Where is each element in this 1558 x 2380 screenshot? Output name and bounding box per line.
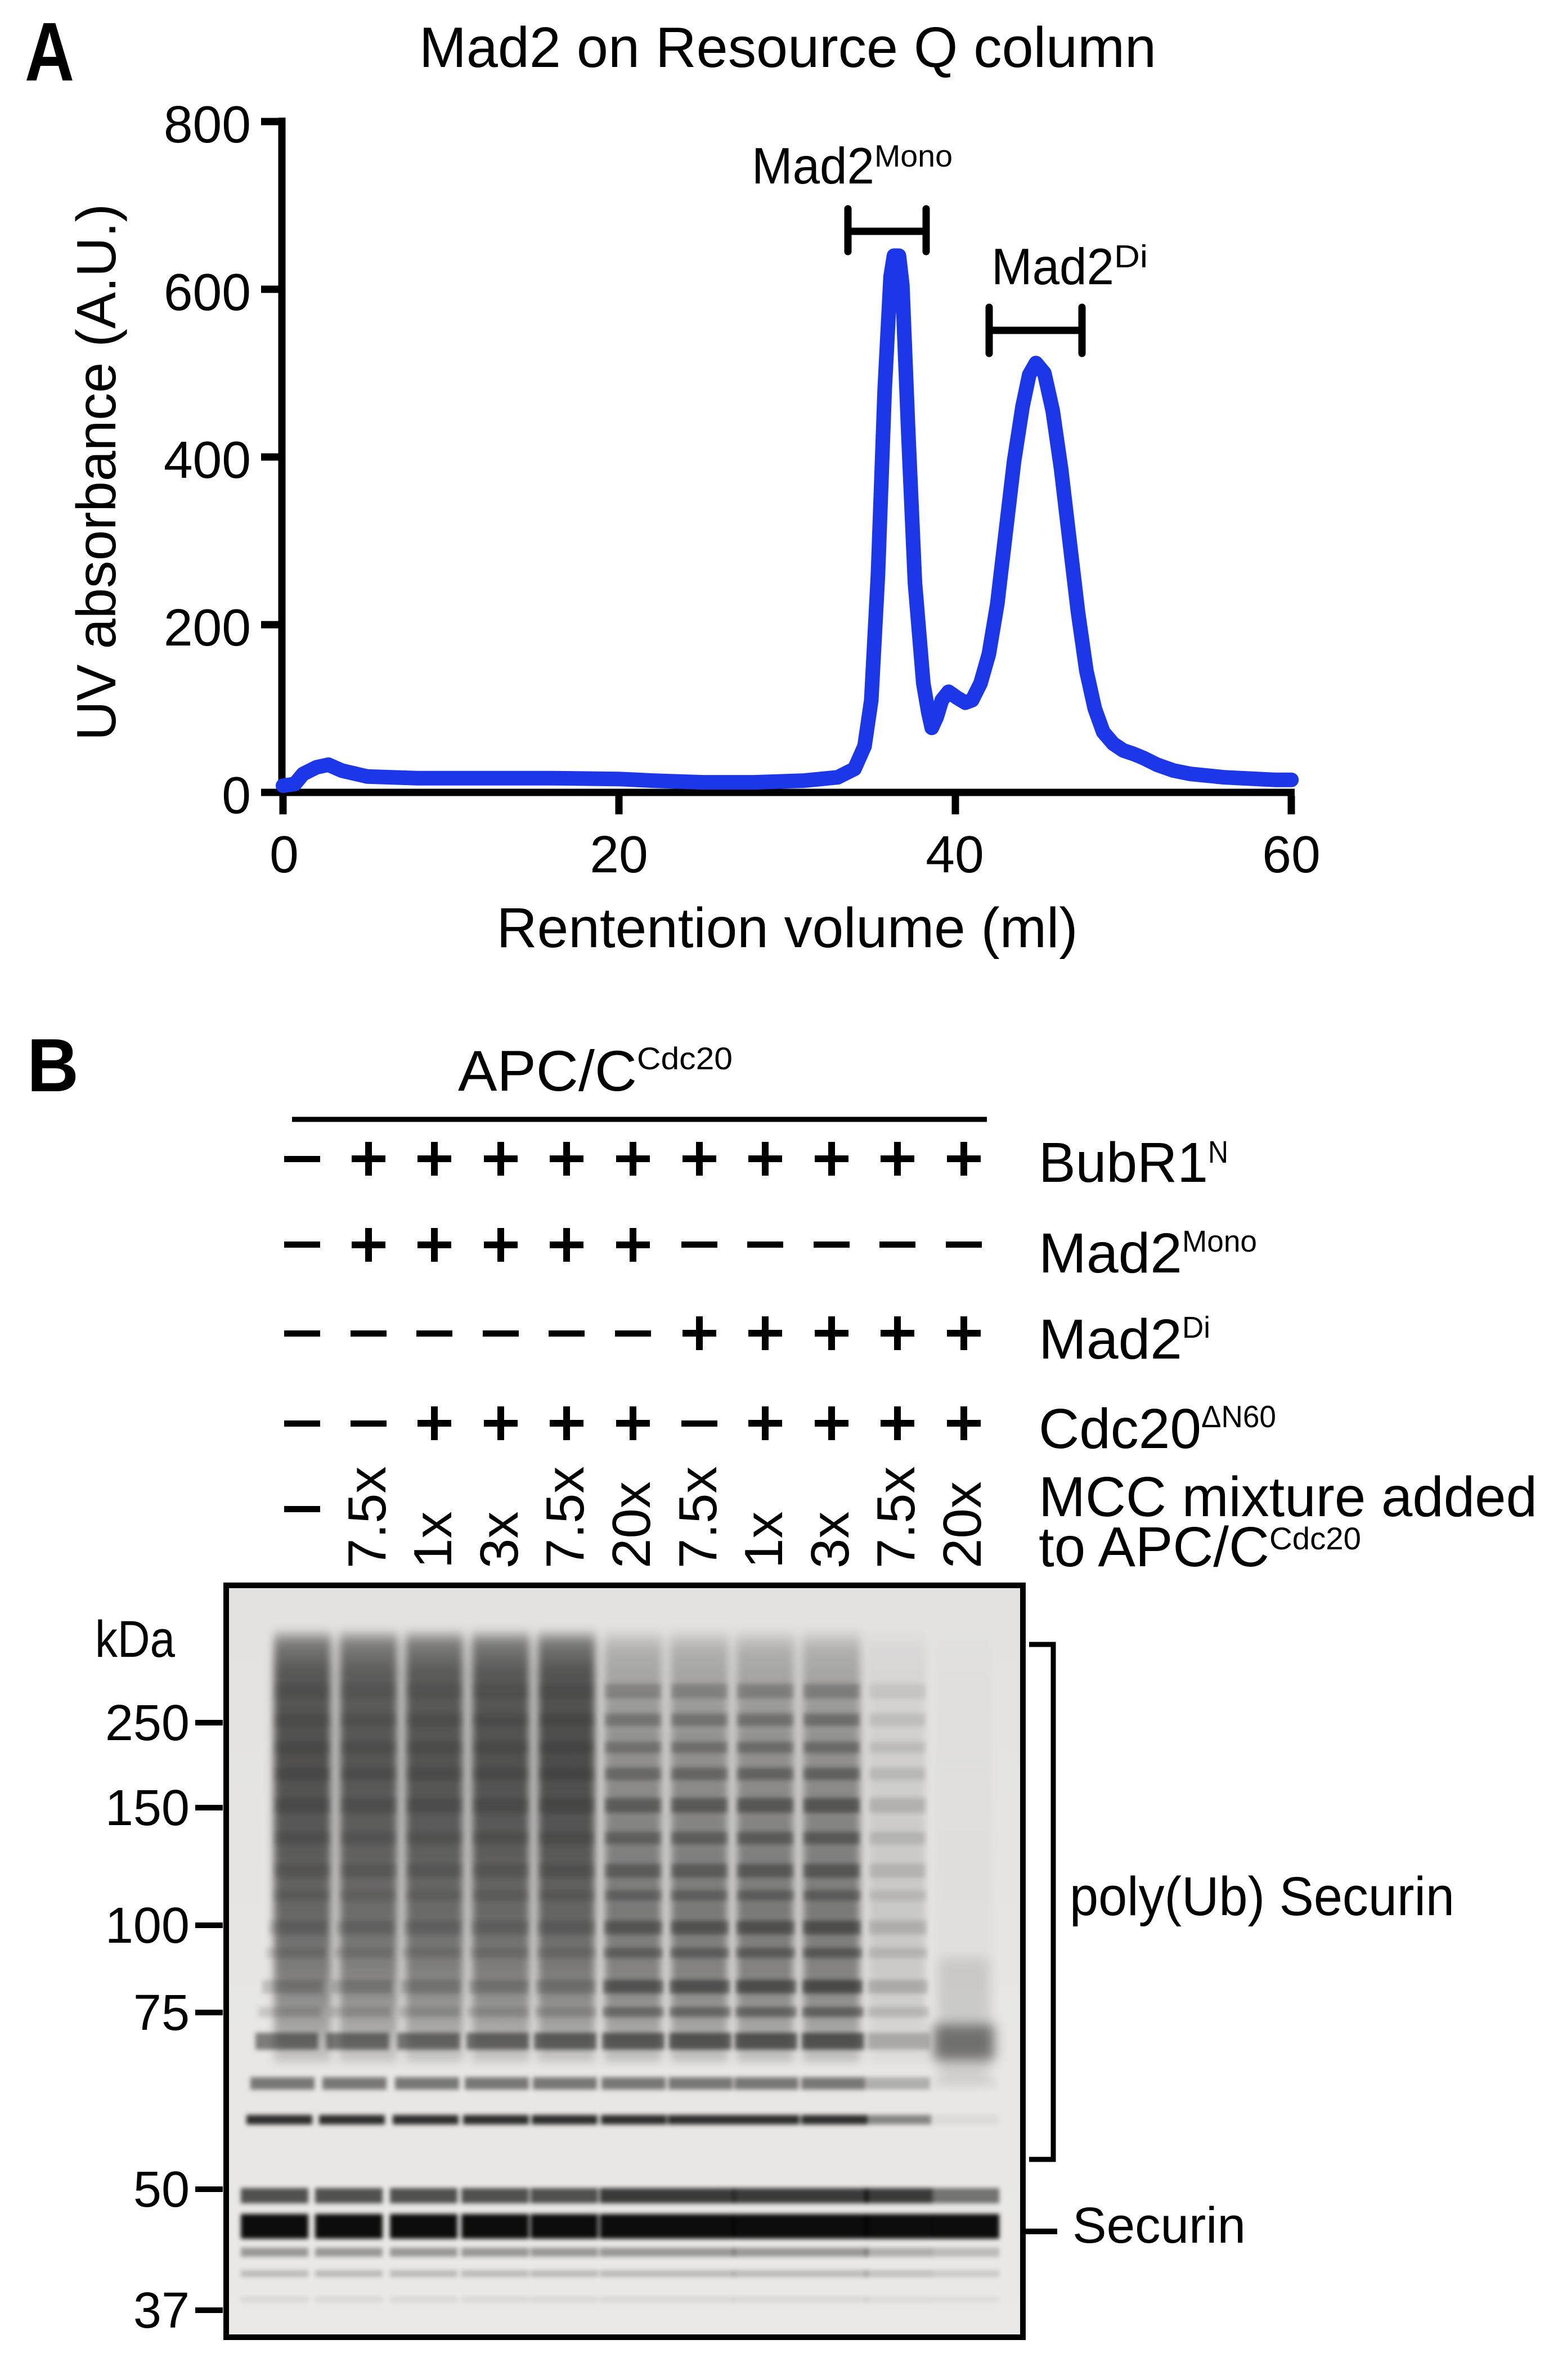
svg-text:60: 60 — [1262, 825, 1320, 884]
svg-text:1x: 1x — [403, 1512, 463, 1568]
svg-text:Mad2Mono: Mad2Mono — [1039, 1222, 1257, 1285]
svg-text:7.5x: 7.5x — [535, 1467, 595, 1568]
svg-text:3x: 3x — [469, 1512, 529, 1568]
svg-text:APC/CCdc20: APC/CCdc20 — [458, 1039, 733, 1103]
svg-text:3x: 3x — [800, 1512, 860, 1568]
svg-text:MCC mixture added: MCC mixture added — [1039, 1465, 1537, 1529]
svg-text:20x: 20x — [601, 1481, 662, 1568]
svg-text:Mad2Di: Mad2Di — [991, 239, 1148, 295]
svg-text:200: 200 — [164, 598, 251, 657]
svg-text:Mad2 on Resource Q column: Mad2 on Resource Q column — [419, 16, 1156, 79]
svg-text:100: 100 — [105, 1898, 190, 1954]
svg-text:250: 250 — [105, 1695, 190, 1751]
svg-text:A: A — [25, 6, 74, 98]
svg-text:0: 0 — [222, 766, 251, 824]
svg-text:75: 75 — [133, 1985, 190, 2041]
svg-text:Rentention volume (ml): Rentention volume (ml) — [497, 897, 1078, 960]
svg-text:7.5x: 7.5x — [337, 1467, 397, 1568]
svg-text:40: 40 — [926, 825, 984, 884]
svg-text:Securin: Securin — [1072, 2198, 1246, 2254]
svg-text:50: 50 — [133, 2162, 190, 2218]
svg-text:1x: 1x — [734, 1512, 794, 1568]
svg-text:150: 150 — [105, 1780, 190, 1836]
svg-text:Cdc20ΔN60: Cdc20ΔN60 — [1039, 1397, 1276, 1460]
svg-text:400: 400 — [164, 431, 251, 489]
svg-text:Mad2Di: Mad2Di — [1039, 1308, 1210, 1371]
svg-text:to APC/CCdc20: to APC/CCdc20 — [1039, 1516, 1361, 1579]
svg-text:Mad2Mono: Mad2Mono — [752, 138, 953, 195]
svg-text:7.5x: 7.5x — [866, 1467, 926, 1568]
svg-text:800: 800 — [164, 95, 251, 154]
svg-text:20x: 20x — [932, 1481, 993, 1568]
svg-text:BubR1N: BubR1N — [1039, 1131, 1228, 1194]
svg-text:37: 37 — [133, 2283, 190, 2339]
svg-text:7.5x: 7.5x — [668, 1467, 728, 1568]
svg-text:0: 0 — [270, 825, 299, 884]
svg-text:kDa: kDa — [95, 1611, 176, 1668]
svg-text:600: 600 — [164, 263, 251, 321]
svg-text:B: B — [27, 1024, 79, 1108]
svg-text:UV absorbance (A.U.): UV absorbance (A.U.) — [65, 204, 127, 741]
svg-text:20: 20 — [590, 825, 648, 884]
svg-text:poly(Ub) Securin: poly(Ub) Securin — [1070, 1866, 1454, 1927]
